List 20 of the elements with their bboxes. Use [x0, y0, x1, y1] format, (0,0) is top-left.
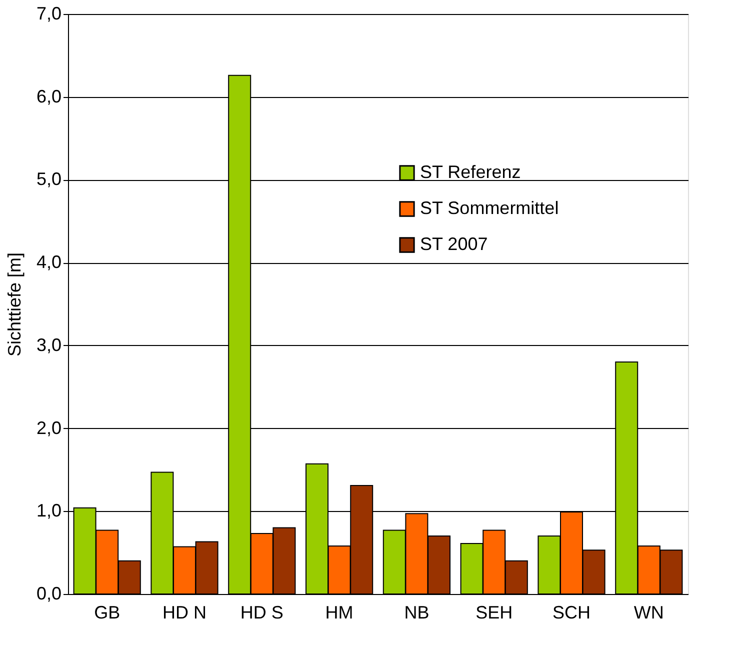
y-tick-label: 6,0 — [36, 86, 62, 106]
y-tick-label: 1,0 — [36, 500, 62, 521]
legend-label: ST Referenz — [420, 162, 521, 182]
y-axis-title: Sichttiefe [m] — [4, 252, 24, 357]
y-tick-label: 5,0 — [36, 169, 62, 190]
y-tick-label: 0,0 — [36, 584, 62, 604]
legend-label: ST Sommermittel — [420, 198, 559, 218]
x-tick-label: HM — [325, 602, 354, 622]
x-tick-label: GB — [94, 602, 120, 622]
y-tick-label: 3,0 — [36, 334, 62, 355]
x-tick-label: NB — [404, 602, 430, 622]
y-tick-label: 2,0 — [36, 418, 62, 438]
x-tick-label: HD S — [240, 602, 284, 622]
y-tick-label: 7,0 — [36, 4, 62, 24]
x-tick-label: SCH — [552, 602, 591, 622]
legend-label: ST 2007 — [420, 234, 488, 254]
x-tick-label: WN — [634, 602, 664, 622]
x-tick-label: SEH — [476, 602, 513, 622]
y-tick-label: 4,0 — [36, 252, 62, 272]
x-tick-label: HD N — [162, 602, 206, 622]
